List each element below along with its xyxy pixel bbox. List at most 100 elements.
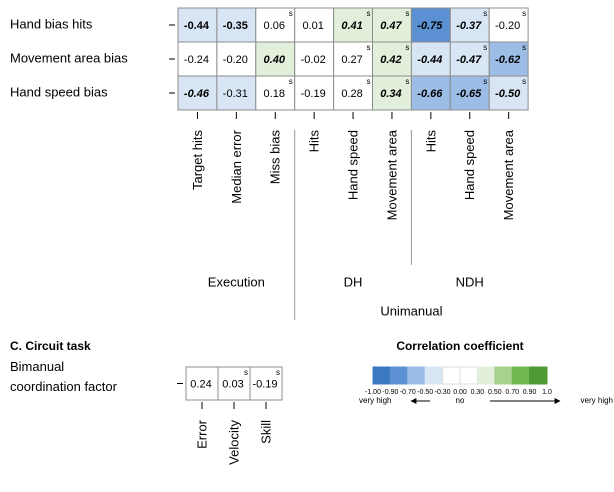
column-label: Hand speed bbox=[462, 130, 477, 200]
colorbar-tick-label: 0.70 bbox=[505, 389, 519, 396]
cell-label: 0.41 bbox=[341, 20, 362, 32]
colorbar-swatch bbox=[372, 366, 391, 385]
colorbar-tick-label: 0.30 bbox=[471, 389, 485, 396]
significance-mark: s bbox=[483, 43, 487, 52]
cell-label: -0.62 bbox=[495, 54, 520, 66]
cell-label: 0.47 bbox=[380, 20, 402, 32]
group-label: NDH bbox=[456, 274, 484, 289]
cell-label: -0.37 bbox=[456, 20, 482, 32]
cell-label: 0.18 bbox=[264, 88, 285, 100]
significance-mark: s bbox=[289, 77, 293, 86]
significance-mark: s bbox=[276, 368, 280, 377]
colorbar-tick-label: -0.90 bbox=[382, 389, 398, 396]
heatmap-cell bbox=[216, 41, 257, 77]
significance-mark: s bbox=[289, 9, 293, 18]
significance-mark: s bbox=[522, 43, 526, 52]
colorbar-center-label: no bbox=[456, 396, 465, 405]
cell-label: -0.50 bbox=[495, 88, 521, 100]
group-label: Unimanual bbox=[380, 303, 442, 318]
significance-mark: s bbox=[367, 43, 371, 52]
heatmap-cell bbox=[216, 7, 257, 43]
group-label: Execution bbox=[208, 274, 265, 289]
colorbar-swatch bbox=[407, 366, 426, 385]
cell-label: 0.28 bbox=[341, 88, 362, 100]
column-label: Error bbox=[194, 419, 209, 449]
significance-mark: s bbox=[522, 9, 526, 18]
column-label: Velocity bbox=[226, 420, 241, 465]
cell-label: -0.46 bbox=[184, 88, 210, 100]
colorbar-tick-label: -0.70 bbox=[400, 389, 416, 396]
significance-mark: s bbox=[522, 77, 526, 86]
significance-mark: s bbox=[405, 43, 409, 52]
column-label: Median error bbox=[229, 129, 244, 203]
significance-mark: s bbox=[367, 77, 371, 86]
cell-label: -0.65 bbox=[456, 88, 482, 100]
column-label: Miss bias bbox=[268, 130, 283, 185]
cell-label: 0.34 bbox=[380, 88, 401, 100]
colorbar-left-label: very high bbox=[359, 396, 391, 405]
row-label: Movement area bias bbox=[10, 50, 128, 65]
cell-label: -0.44 bbox=[417, 54, 442, 66]
cell-label: 0.42 bbox=[380, 54, 401, 66]
colorbar-tick-label: -1.00 bbox=[365, 389, 381, 396]
heatmap-cell bbox=[333, 75, 374, 111]
colorbar-swatch bbox=[511, 366, 531, 385]
heatmap-cell bbox=[255, 41, 296, 77]
heatmap-cell bbox=[449, 75, 490, 111]
heatmap-cell bbox=[410, 75, 451, 111]
cell-label: -0.24 bbox=[184, 54, 209, 66]
column-label: Target hits bbox=[190, 130, 205, 190]
colorbar-tick-label: -0.50 bbox=[417, 389, 433, 396]
cell-label: -0.31 bbox=[223, 88, 248, 100]
significance-mark: s bbox=[244, 368, 248, 377]
significance-mark: s bbox=[483, 77, 487, 86]
row-label: Bimanual bbox=[10, 359, 64, 374]
significance-mark: s bbox=[483, 9, 487, 18]
heatmap-cell bbox=[177, 75, 218, 111]
colorbar-swatch bbox=[529, 366, 548, 385]
colorbar-swatch bbox=[424, 366, 444, 385]
cell-label: -0.44 bbox=[184, 20, 210, 32]
cell-label: -0.20 bbox=[223, 54, 248, 66]
row-label: Hand speed bias bbox=[10, 84, 108, 99]
row-label: coordination factor bbox=[10, 379, 118, 394]
heatmap-cell bbox=[255, 75, 296, 111]
colorbar-swatch bbox=[459, 366, 478, 385]
colorbar-swatch bbox=[389, 366, 409, 385]
column-label: Hits bbox=[307, 130, 322, 153]
heatmap-cell bbox=[294, 75, 335, 111]
cell-label: 0.03 bbox=[222, 378, 243, 390]
heatmap-cell bbox=[488, 7, 529, 43]
cell-label: 0.06 bbox=[264, 20, 285, 32]
column-label: Movement area bbox=[501, 129, 516, 220]
colorbar-right-label: very high bbox=[581, 396, 613, 405]
cell-label: 0.24 bbox=[190, 378, 211, 390]
colorbar-swatch bbox=[494, 366, 513, 385]
cell-label: 0.40 bbox=[264, 54, 286, 66]
colorbar-tick-label: 0.50 bbox=[488, 389, 502, 396]
colorbar-swatch bbox=[442, 366, 461, 385]
column-label: Skill bbox=[258, 420, 273, 444]
row-label: Hand bias hits bbox=[10, 16, 93, 31]
cell-label: -0.47 bbox=[456, 54, 482, 66]
heatmap-cell bbox=[488, 75, 529, 111]
colorbar-title: Correlation coefficient bbox=[396, 339, 523, 353]
colorbar-swatch bbox=[476, 366, 496, 385]
heatmap-cell bbox=[249, 366, 283, 401]
column-label: Movement area bbox=[384, 129, 399, 220]
heatmap-cell bbox=[372, 75, 412, 111]
colorbar-tick-label: 0.00 bbox=[453, 389, 467, 396]
heatmap-cell bbox=[488, 41, 529, 77]
cell-label: -0.02 bbox=[301, 54, 326, 66]
panel-title: C. Circuit task bbox=[10, 339, 91, 353]
cell-label: -0.20 bbox=[495, 20, 520, 32]
significance-mark: s bbox=[405, 77, 409, 86]
heatmap-cell bbox=[372, 41, 412, 77]
colorbar-tick-label: 1.0 bbox=[542, 389, 552, 396]
group-label: DH bbox=[344, 274, 363, 289]
heatmap-cell bbox=[449, 41, 490, 77]
heatmap-cell bbox=[217, 366, 251, 401]
cell-label: -0.66 bbox=[417, 88, 443, 100]
heatmap-cell bbox=[185, 366, 219, 401]
